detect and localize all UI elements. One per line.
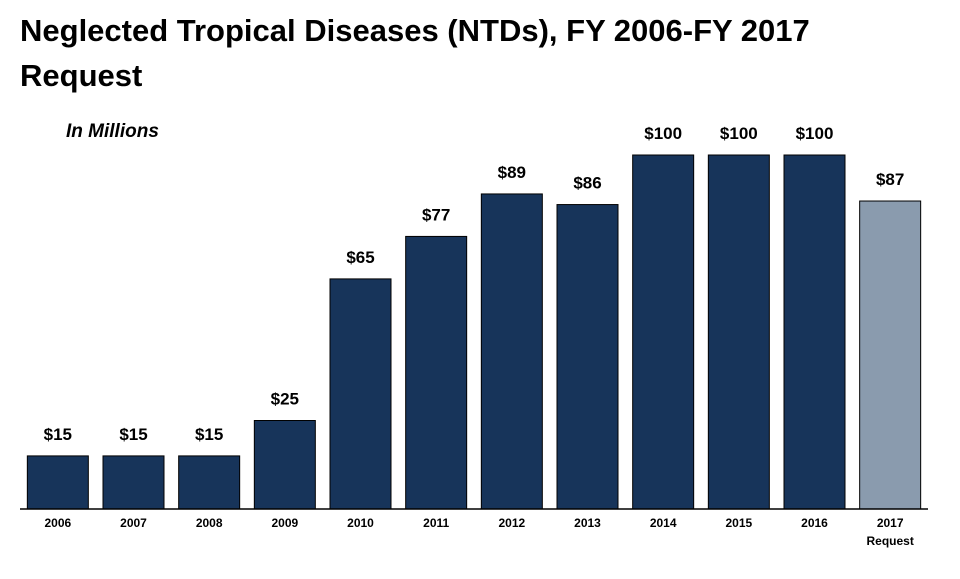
bar <box>783 154 846 510</box>
data-label: $89 <box>498 163 526 182</box>
x-tick-label: 2014 <box>650 516 677 530</box>
data-label: $15 <box>44 425 72 444</box>
bar <box>632 154 695 510</box>
x-tick-label: 2015 <box>725 516 752 530</box>
bar <box>178 455 241 510</box>
data-label: $100 <box>644 124 682 143</box>
x-tick-label: 2013 <box>574 516 601 530</box>
chart-title: Neglected Tropical Diseases (NTDs), FY 2… <box>20 13 810 93</box>
bar <box>480 193 543 510</box>
data-label: $86 <box>573 174 601 193</box>
data-label: $87 <box>876 170 904 189</box>
data-label: $100 <box>796 124 834 143</box>
data-label: $15 <box>195 425 223 444</box>
data-label: $77 <box>422 205 450 224</box>
data-label: $15 <box>119 425 147 444</box>
bar <box>253 420 316 510</box>
x-tick-label: 2011 <box>423 516 449 530</box>
bar <box>405 235 468 510</box>
bar <box>102 455 165 510</box>
bar <box>329 278 392 510</box>
x-tick-label: 2016 <box>801 516 828 530</box>
x-tick-label: 2012 <box>498 516 525 530</box>
bar <box>859 200 922 510</box>
x-tick-label: 2010 <box>347 516 374 530</box>
data-label: $65 <box>346 248 374 267</box>
x-tick-label: 2007 <box>120 516 147 530</box>
bar <box>26 455 89 510</box>
bar <box>556 204 619 510</box>
x-tick-label: 2006 <box>44 516 71 530</box>
x-tick-label: 2009 <box>271 516 298 530</box>
data-label: $25 <box>271 390 299 409</box>
bar <box>707 154 770 510</box>
x-tick-label: 2017 Request <box>866 516 913 548</box>
data-label: $100 <box>720 124 758 143</box>
chart-subtitle: In Millions <box>66 121 159 142</box>
x-tick-label: 2008 <box>196 516 223 530</box>
